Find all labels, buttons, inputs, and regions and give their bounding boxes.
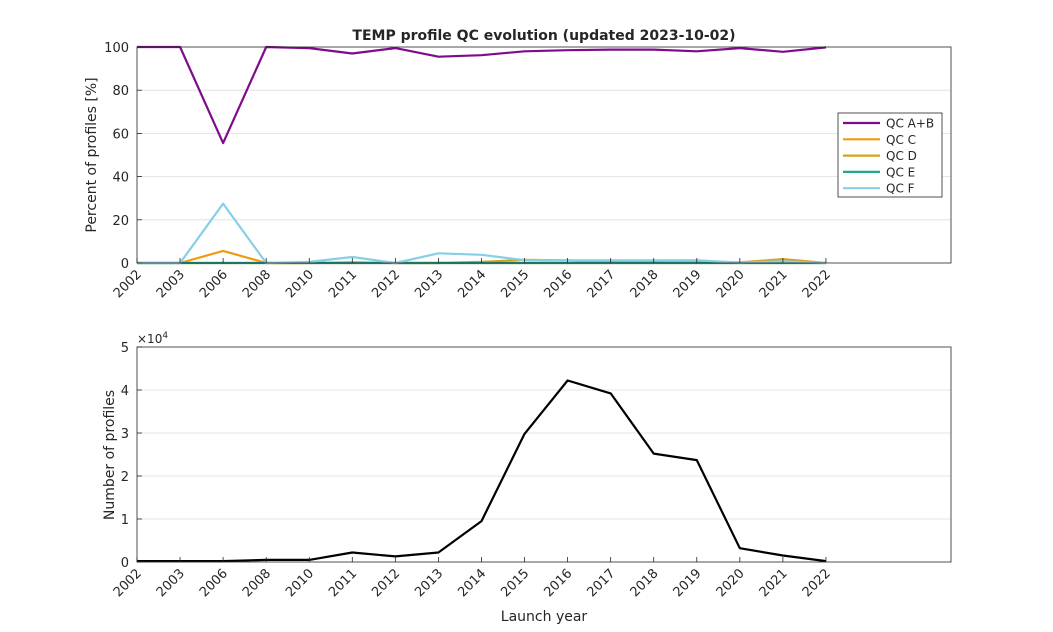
legend-label: QC E	[886, 165, 915, 179]
y-tick-label: 40	[112, 171, 129, 186]
legend-label: QC A+B	[886, 117, 934, 131]
legend-label: QC F	[886, 182, 915, 196]
bottom-series-group	[137, 379, 827, 563]
series-line-qc-a-b	[137, 45, 827, 145]
y-tick-label: 60	[112, 127, 129, 142]
y-tick-label: 4	[121, 384, 129, 399]
series-line-qc-f	[137, 202, 827, 265]
x-axis-label: Launch year	[501, 609, 588, 625]
top-grid	[137, 89, 951, 221]
chart-title: TEMP profile QC evolution (updated 2023-…	[352, 28, 735, 44]
y-exponent-label: ×104	[137, 331, 168, 346]
y-tick-label: 1	[121, 513, 129, 528]
top-y-ticks: 0 20 40 60 80 100	[104, 41, 142, 272]
y-tick-label: 5	[121, 341, 129, 356]
bottom-y-axis-label: Number of profiles	[102, 390, 118, 520]
y-tick-label: 0	[121, 556, 129, 571]
legend: QC A+B QC C QC D QC E QC F	[837, 112, 943, 198]
y-tick-label: 0	[121, 257, 129, 272]
legend-label: QC C	[886, 133, 916, 147]
y-tick-label: 2	[121, 470, 129, 485]
bottom-y-ticks: 0 1 2 3 4 5	[121, 341, 142, 571]
y-tick-label: 20	[112, 214, 129, 229]
y-tick-label: 80	[112, 84, 129, 99]
series-line-0	[137, 379, 827, 563]
y-tick-label: 100	[104, 41, 129, 56]
bottom-axes-box	[136, 346, 952, 563]
top-y-axis-label: Percent of profiles [%]	[84, 77, 100, 232]
legend-label: QC D	[886, 149, 917, 163]
top-axes-box	[136, 46, 952, 264]
y-tick-label: 3	[121, 427, 129, 442]
bottom-grid	[137, 389, 951, 520]
